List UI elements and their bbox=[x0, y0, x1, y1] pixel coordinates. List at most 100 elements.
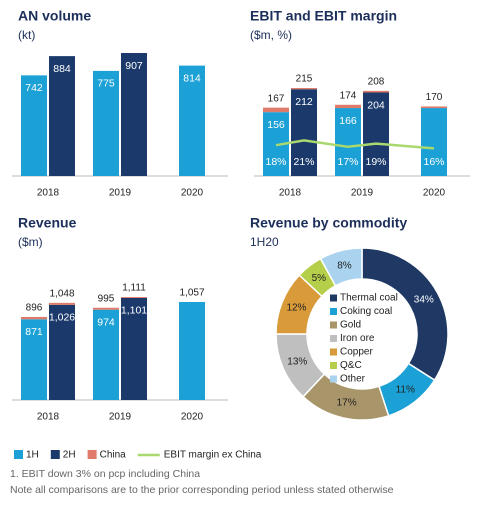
total-label: 1,057 bbox=[179, 288, 204, 299]
margin-line bbox=[275, 139, 435, 150]
value-label: 1,026 bbox=[49, 312, 75, 324]
value-label: 871 bbox=[25, 326, 43, 338]
legend-swatch bbox=[330, 308, 337, 315]
margin-label: 21% bbox=[293, 156, 314, 168]
china-bar bbox=[93, 307, 119, 310]
bar bbox=[21, 75, 47, 176]
china-bar bbox=[263, 107, 289, 113]
bar bbox=[121, 297, 147, 400]
china-bar bbox=[421, 106, 447, 109]
legend-swatch bbox=[330, 321, 337, 329]
bar bbox=[121, 53, 147, 176]
x-tick-label: 2019 bbox=[351, 188, 374, 199]
x-tick-label: 2018 bbox=[37, 412, 60, 423]
bar bbox=[49, 56, 75, 176]
chart-title: Revenue by commodity bbox=[250, 215, 407, 231]
bar bbox=[179, 65, 205, 176]
value-label: 884 bbox=[53, 63, 71, 75]
footnote: Note all comparisons are to the prior co… bbox=[10, 484, 394, 496]
legend-label: Thermal coal bbox=[340, 293, 398, 304]
bar bbox=[179, 302, 205, 400]
china-bar bbox=[121, 297, 147, 298]
chart-subtitle: 1H20 bbox=[250, 235, 279, 249]
slice-label: 13% bbox=[287, 357, 307, 368]
x-tick-label: 2018 bbox=[37, 188, 60, 199]
legend-swatch bbox=[330, 294, 337, 302]
total-label: 215 bbox=[296, 74, 313, 85]
total-label: 995 bbox=[98, 293, 115, 304]
bar bbox=[421, 108, 447, 176]
chart-title: Revenue bbox=[18, 215, 77, 231]
legend-label: China bbox=[100, 450, 127, 461]
chart-subtitle: ($m, %) bbox=[250, 28, 292, 42]
legend-swatch bbox=[330, 362, 337, 369]
legend-label: Copper bbox=[340, 347, 373, 358]
x-tick-label: 2019 bbox=[109, 188, 132, 199]
chart-subtitle: ($m) bbox=[18, 235, 43, 249]
legend-swatch bbox=[330, 348, 337, 356]
legend-label: Q&C bbox=[340, 360, 362, 371]
value-label: 907 bbox=[125, 60, 143, 72]
total-label: 1,048 bbox=[49, 288, 74, 299]
total-label: 167 bbox=[268, 93, 285, 104]
legend-label: 2H bbox=[63, 450, 76, 461]
value-label: 204 bbox=[367, 99, 385, 111]
bar bbox=[363, 92, 389, 176]
total-label: 896 bbox=[26, 303, 43, 314]
x-tick-label: 2019 bbox=[109, 412, 132, 423]
chart-subtitle: (kt) bbox=[18, 28, 35, 42]
legend-label: EBIT margin ex China bbox=[164, 450, 262, 461]
legend-swatch bbox=[14, 450, 23, 459]
legend-label: Iron ore bbox=[340, 333, 375, 344]
value-label: 166 bbox=[339, 115, 357, 127]
total-label: 174 bbox=[340, 90, 357, 101]
value-label: 974 bbox=[97, 316, 115, 328]
slice-label: 12% bbox=[286, 303, 306, 314]
x-tick-label: 2018 bbox=[279, 188, 302, 199]
value-label: 156 bbox=[267, 119, 285, 131]
legend-label: Other bbox=[340, 374, 366, 385]
legend-swatch bbox=[330, 335, 337, 342]
slice-label: 5% bbox=[312, 273, 327, 284]
bar bbox=[291, 89, 317, 176]
slice-label: 8% bbox=[337, 260, 352, 271]
china-bar bbox=[49, 302, 75, 305]
slice-label: 17% bbox=[337, 397, 357, 408]
china-bar bbox=[363, 90, 389, 93]
legend-label: 1H bbox=[26, 450, 39, 461]
total-label: 208 bbox=[368, 77, 385, 88]
bar bbox=[49, 304, 75, 400]
value-label: 775 bbox=[97, 78, 115, 90]
value-label: 814 bbox=[183, 72, 201, 84]
margin-label: 18% bbox=[265, 156, 286, 168]
chart-title: AN volume bbox=[18, 8, 91, 24]
legend-label: Coking coal bbox=[340, 306, 392, 317]
total-label: 1,111 bbox=[122, 283, 146, 294]
margin-label: 16% bbox=[423, 156, 444, 168]
value-label: 1,101 bbox=[121, 305, 147, 317]
legend-label: Gold bbox=[340, 320, 361, 331]
china-bar bbox=[291, 88, 317, 90]
bar bbox=[93, 309, 119, 400]
margin-label: 17% bbox=[337, 156, 358, 168]
margin-label: 19% bbox=[365, 156, 386, 168]
legend-swatch bbox=[50, 450, 60, 459]
total-label: 170 bbox=[426, 92, 443, 103]
bar bbox=[335, 108, 361, 176]
chart-title: EBIT and EBIT margin bbox=[250, 8, 397, 24]
x-tick-label: 2020 bbox=[181, 188, 204, 199]
bar bbox=[93, 70, 119, 176]
bar bbox=[21, 319, 47, 400]
pie-slice bbox=[319, 247, 363, 287]
x-tick-label: 2020 bbox=[423, 188, 446, 199]
slice-label: 34% bbox=[414, 295, 434, 306]
slice-label: 11% bbox=[396, 384, 415, 395]
value-label: 212 bbox=[295, 96, 313, 108]
legend-swatch bbox=[330, 375, 337, 383]
footnote: 1. EBIT down 3% on pcp including China bbox=[10, 468, 200, 480]
x-tick-label: 2020 bbox=[181, 412, 204, 423]
china-bar bbox=[21, 316, 47, 320]
china-bar bbox=[335, 104, 361, 109]
legend-swatch bbox=[87, 450, 97, 459]
